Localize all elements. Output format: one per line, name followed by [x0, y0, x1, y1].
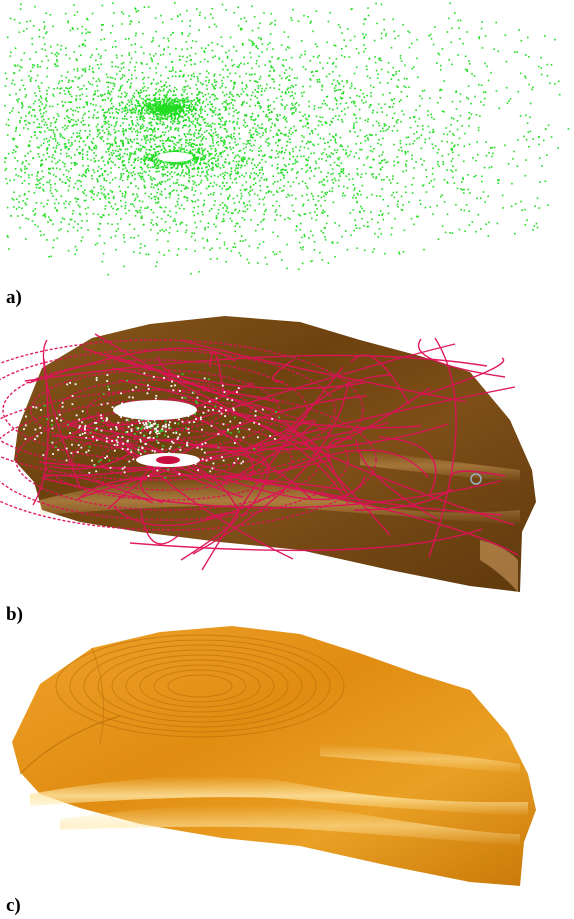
cursor-ring [470, 473, 482, 485]
smooth-surface-panel [0, 624, 574, 894]
wireframe-mesh-figure [0, 316, 536, 592]
mesh-vertices [23, 372, 281, 479]
smooth-surface-figure [12, 626, 536, 886]
point-cloud-figure [4, 2, 570, 276]
hole-upper [113, 400, 197, 420]
panel-label-c: c) [6, 895, 21, 916]
wireframe-mesh-panel [0, 310, 574, 608]
panel-label-b: b) [6, 604, 23, 625]
point-cloud-panel [0, 0, 574, 290]
surface-ripples [55, 634, 345, 738]
panel-label-a: a) [6, 287, 22, 308]
